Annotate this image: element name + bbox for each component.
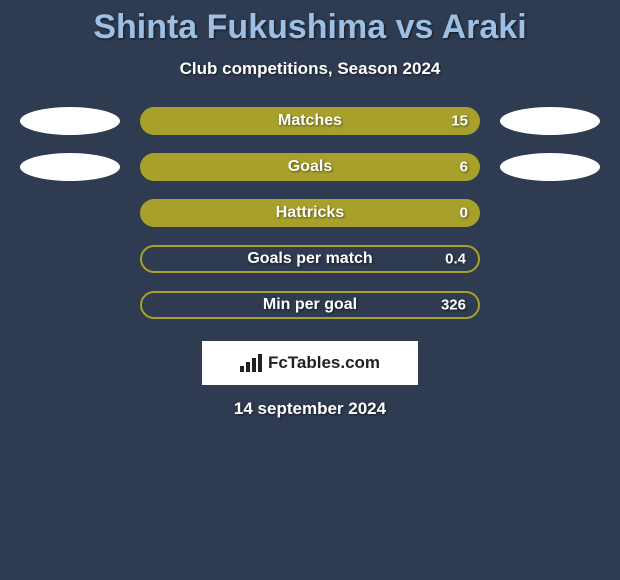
stat-bar: Goals 6: [140, 153, 480, 181]
player-right-oval: [500, 153, 600, 181]
player-left-oval: [20, 153, 120, 181]
date-text: 14 september 2024: [0, 399, 620, 419]
stat-row: Min per goal 326: [0, 291, 620, 319]
stat-bar: Min per goal 326: [140, 291, 480, 319]
stat-label: Goals: [288, 158, 332, 176]
stat-row: Goals per match 0.4: [0, 245, 620, 273]
stat-row: Goals 6: [0, 153, 620, 181]
stat-label: Matches: [278, 112, 342, 130]
brand-chart-icon: [240, 354, 262, 372]
stat-value: 15: [451, 113, 468, 130]
page-title: Shinta Fukushima vs Araki: [0, 8, 620, 47]
player-left-oval: [20, 107, 120, 135]
brand-text: FcTables.com: [268, 353, 380, 373]
stat-label: Min per goal: [263, 296, 357, 314]
stat-bar: Goals per match 0.4: [140, 245, 480, 273]
stat-row: Matches 15: [0, 107, 620, 135]
comparison-card: Shinta Fukushima vs Araki Club competiti…: [0, 0, 620, 419]
stat-row: Hattricks 0: [0, 199, 620, 227]
player-right-oval: [500, 107, 600, 135]
stat-bar: Hattricks 0: [140, 199, 480, 227]
stat-label: Goals per match: [247, 250, 372, 268]
subtitle: Club competitions, Season 2024: [0, 59, 620, 79]
stat-value: 0.4: [445, 251, 466, 268]
brand-badge: FcTables.com: [202, 341, 418, 385]
stat-bar: Matches 15: [140, 107, 480, 135]
stat-value: 0: [460, 205, 468, 222]
stat-value: 326: [441, 297, 466, 314]
stat-value: 6: [460, 159, 468, 176]
stat-label: Hattricks: [276, 204, 344, 222]
stats-rows: Matches 15 Goals 6 Hattricks 0 Goals per match…: [0, 107, 620, 319]
